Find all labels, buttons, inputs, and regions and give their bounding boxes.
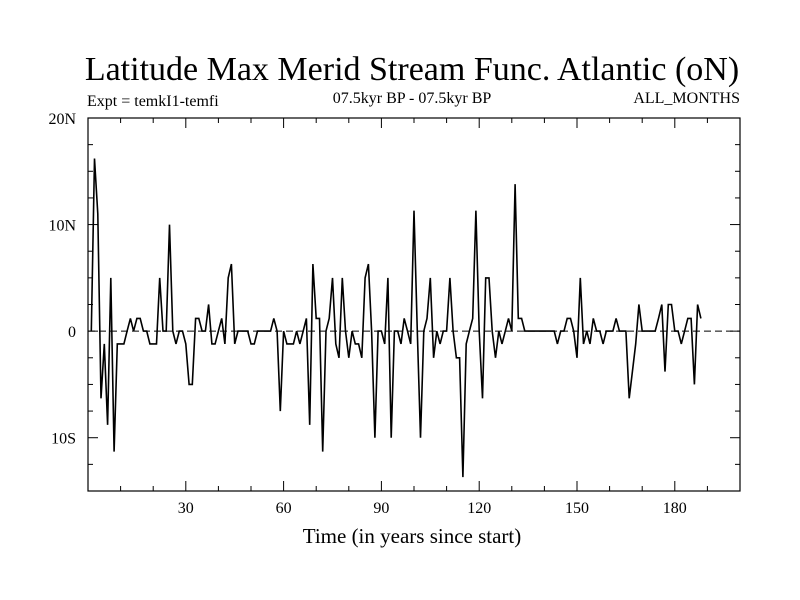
x-tick-label: 60	[276, 500, 292, 517]
y-tick-label: 20N	[48, 111, 76, 128]
plot-frame	[87, 117, 741, 492]
x-tick-label: 90	[373, 500, 389, 517]
x-tick-label: 120	[467, 500, 491, 517]
months-label: ALL_MONTHS	[633, 90, 740, 107]
experiment-label: Expt = temkI1-temfi	[87, 93, 219, 110]
y-tick-label: 10N	[48, 218, 76, 235]
x-tick-label: 150	[565, 500, 589, 517]
y-tick-label: 0	[68, 324, 76, 341]
x-axis-label: Time (in years since start)	[303, 524, 522, 548]
y-tick-label: 10S	[51, 431, 76, 448]
period-label: 07.5kyr BP - 07.5kyr BP	[333, 90, 492, 107]
x-tick-label: 180	[663, 500, 687, 517]
chart-title: Latitude Max Merid Stream Func. Atlantic…	[85, 51, 739, 88]
series-line	[90, 158, 702, 478]
x-tick-label: 30	[178, 500, 194, 517]
